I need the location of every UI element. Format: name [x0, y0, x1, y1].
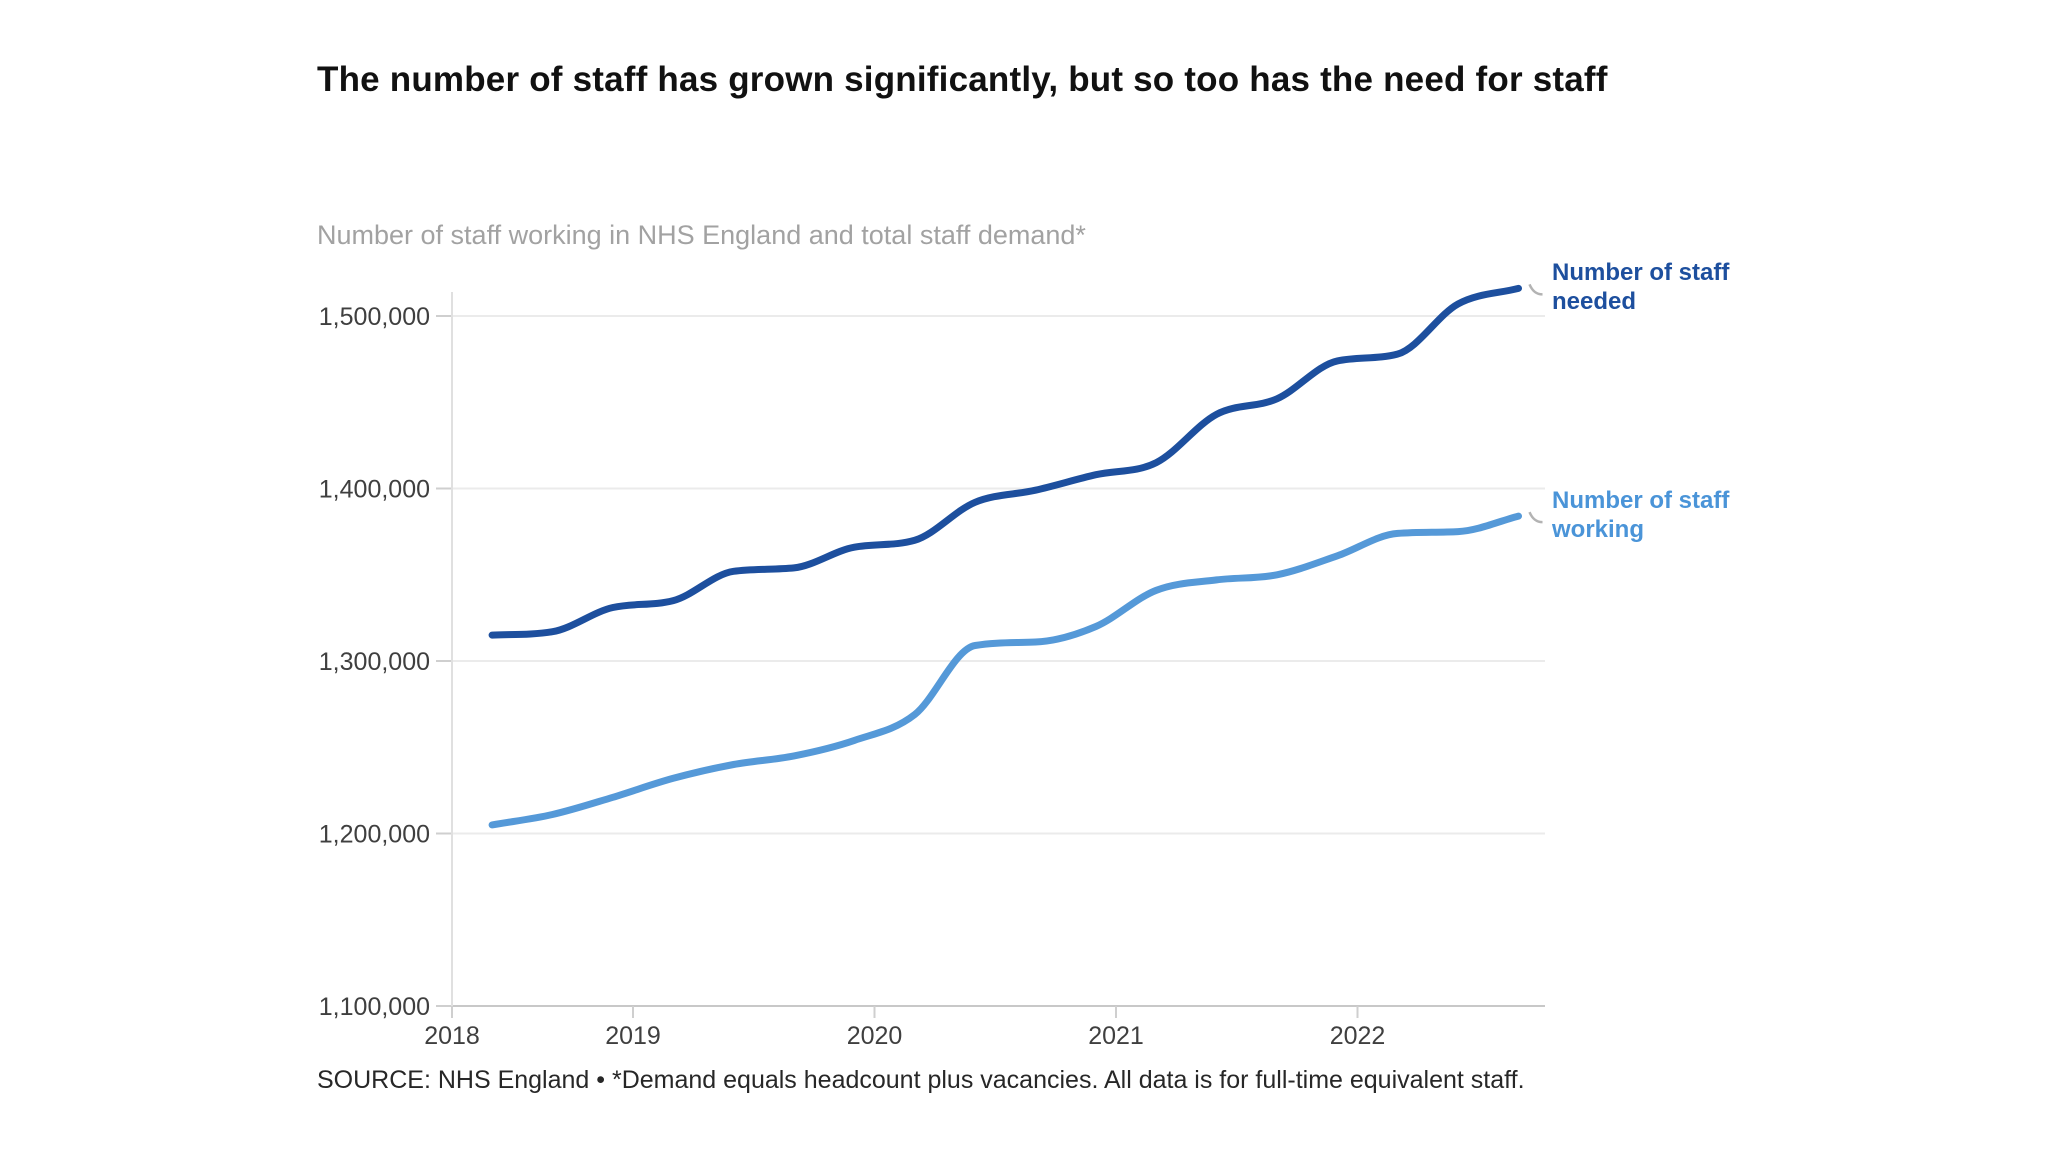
- legend-label-staff-working: Number of staff working: [1552, 487, 1730, 544]
- y-axis-tick-label: 1,100,000: [319, 993, 430, 1021]
- x-axis-tick-label: 2019: [605, 1022, 661, 1050]
- legend-connector-working: [1528, 511, 1543, 524]
- x-axis-tick-label: 2022: [1330, 1022, 1386, 1050]
- chart-subtitle: Number of staff working in NHS England a…: [317, 220, 1086, 250]
- y-axis-tick-label: 1,200,000: [319, 821, 430, 849]
- x-axis-tick-label: 2020: [847, 1022, 903, 1050]
- y-axis-tick-label: 1,300,000: [319, 648, 430, 676]
- series-line-staff-working: [488, 512, 1522, 829]
- y-axis-tick-label: 1,500,000: [319, 303, 430, 331]
- y-axis-tick-label: 1,400,000: [319, 476, 430, 504]
- page-title: The number of staff has grown significan…: [317, 60, 1608, 99]
- x-axis-tick-label: 2018: [424, 1022, 480, 1050]
- series-line-staff-needed: [488, 284, 1522, 639]
- legend-label-staff-needed: Number of staff needed: [1552, 259, 1730, 316]
- legend-connector-needed: [1528, 283, 1543, 296]
- source-note: SOURCE: NHS England • *Demand equals hea…: [317, 1066, 1525, 1094]
- x-axis-tick-label: 2021: [1088, 1022, 1144, 1050]
